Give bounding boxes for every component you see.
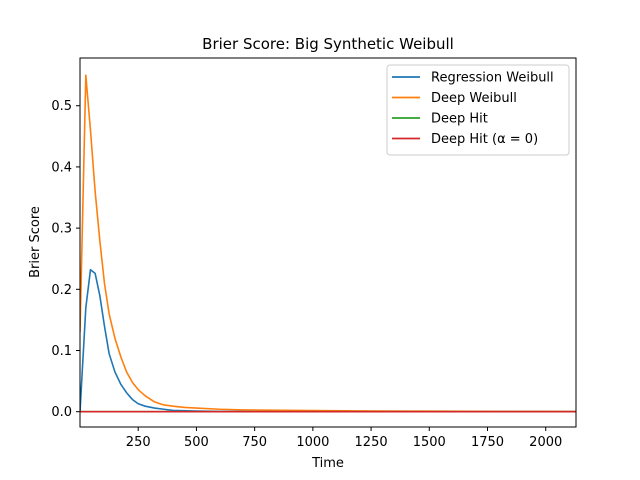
y-axis-label: Brier Score [28,206,43,278]
x-tick-label: 250 [126,435,151,450]
y-tick-label: 0.2 [51,283,72,298]
series-line-1 [80,74,576,413]
y-tick-label: 0.5 [51,99,72,114]
legend-label: Deep Hit (α = 0) [431,132,538,147]
series-line-0 [80,268,576,413]
y-tick-label: 0.3 [51,222,72,237]
legend-box [386,64,570,156]
x-tick-label: 1000 [296,435,329,450]
chart-title: Brier Score: Big Synthetic Weibull [202,35,454,53]
y-tick-label: 0.4 [51,160,72,175]
x-tick-label: 1250 [355,435,388,450]
plot-frame [79,57,577,428]
legend-label: Deep Hit [431,112,488,127]
x-axis-label: Time [311,456,344,471]
y-tick-label: 0.0 [51,405,72,420]
x-tick-label: 1500 [413,435,446,450]
legend-label: Regression Weibull [431,71,554,86]
x-tick-label: 2000 [529,435,562,450]
x-tick-label: 750 [242,435,267,450]
x-tick-label: 1750 [471,435,504,450]
x-tick-label: 500 [184,435,209,450]
y-tick-label: 0.1 [51,344,72,359]
legend-label: Deep Weibull [431,91,517,106]
legend: Regression Weibull Deep Weibull Deep Hit De… [386,64,570,156]
